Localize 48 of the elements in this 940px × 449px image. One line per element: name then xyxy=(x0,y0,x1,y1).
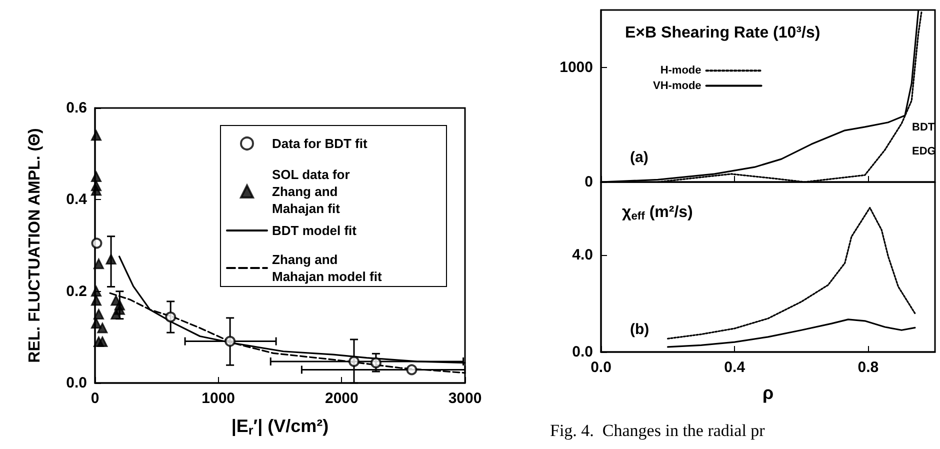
x-tick-label: 1000 xyxy=(202,390,236,407)
legend-label: H-mode xyxy=(660,64,702,77)
annotation: (a) xyxy=(630,149,648,166)
y-tick-label: 0.6 xyxy=(66,100,87,116)
annotation: BDT xyxy=(912,122,935,134)
caption: Fig. 4. Changes in the radial pr xyxy=(550,421,766,440)
point xyxy=(165,312,176,322)
point xyxy=(106,254,116,264)
point xyxy=(90,295,102,306)
y-tick-label: 0.2 xyxy=(66,282,87,300)
x-tick-label: 0.8 xyxy=(858,359,879,376)
point xyxy=(90,185,102,196)
point xyxy=(97,336,108,347)
point xyxy=(90,286,102,297)
point xyxy=(90,172,102,182)
x-axis-title: ρ xyxy=(762,383,774,403)
point xyxy=(348,356,360,367)
x-tick-label: 3000 xyxy=(448,390,482,407)
point xyxy=(90,318,102,329)
x-tick-label: 0.4 xyxy=(724,359,746,376)
annotation: (b) xyxy=(630,321,650,338)
x-tick-label: 0.0 xyxy=(590,359,612,376)
point xyxy=(93,258,104,270)
point xyxy=(90,130,102,141)
point xyxy=(114,304,125,315)
y-tick-label: 1000 xyxy=(560,58,593,76)
x-tick-label: 0 xyxy=(90,390,100,407)
y-tick-label: 0.4 xyxy=(66,191,88,208)
y-tick-label: 0.0 xyxy=(572,344,593,360)
point xyxy=(91,238,102,249)
point xyxy=(224,336,236,347)
y-tick-label: 0.0 xyxy=(66,374,87,392)
point xyxy=(370,357,382,368)
point xyxy=(97,322,108,334)
point xyxy=(406,364,418,376)
legend-label: SOL data for Zhang and Mahajan fit xyxy=(272,167,354,216)
legend-label: BDT model fit xyxy=(272,223,358,238)
x-tick-label: 2000 xyxy=(324,390,358,407)
text: E×B Shearing Rate (10³/s) xyxy=(625,24,820,42)
legend-label: Data for BDT fit xyxy=(272,136,368,151)
line-series xyxy=(667,318,916,348)
annotation: EDG xyxy=(912,146,936,158)
y-axis-title: REL. FLUCTUATION AMPL. (Θ) xyxy=(26,128,44,363)
y-tick-label: 4.0 xyxy=(572,246,593,264)
point xyxy=(93,309,104,320)
legend-label: VH-mode xyxy=(653,80,702,92)
legend-label: Zhang and Mahajan model fit xyxy=(272,252,382,284)
y-tick-label: 0 xyxy=(584,174,593,190)
